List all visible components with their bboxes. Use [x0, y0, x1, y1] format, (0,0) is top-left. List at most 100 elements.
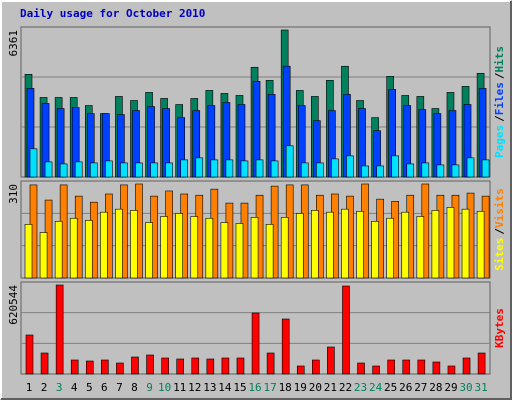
y-tick-label: 620544	[7, 285, 20, 325]
bar	[25, 334, 34, 375]
bar	[85, 360, 94, 375]
bar	[331, 158, 339, 178]
bar	[416, 216, 425, 279]
bar	[40, 352, 49, 375]
x-tick-label: 22	[339, 381, 352, 394]
bar	[281, 318, 290, 375]
x-tick-label: 4	[71, 381, 78, 394]
bar	[326, 211, 334, 279]
x-tick-label: 24	[369, 381, 383, 394]
x-tick-label: 20	[309, 381, 322, 394]
legend-entry: Pages	[493, 125, 506, 158]
bar	[220, 222, 229, 279]
bar	[447, 365, 456, 375]
bar	[115, 208, 123, 279]
bar	[44, 161, 53, 178]
bar	[150, 162, 158, 178]
x-tick-label: 6	[101, 381, 108, 394]
bar	[24, 224, 33, 279]
x-tick-label: 21	[324, 381, 337, 394]
bar	[235, 223, 244, 279]
legend-entry: Files	[493, 82, 506, 115]
bar	[236, 357, 245, 375]
bar	[346, 155, 354, 178]
x-tick-label: 28	[429, 381, 442, 394]
bar	[371, 220, 379, 279]
x-tick-label: 9	[146, 381, 153, 394]
bar	[477, 352, 486, 375]
bar	[451, 164, 460, 178]
bar	[145, 222, 153, 279]
x-tick-label: 27	[414, 381, 427, 394]
bar	[466, 157, 475, 178]
bar	[255, 159, 264, 178]
bar	[341, 208, 349, 279]
x-tick-label: 23	[354, 381, 367, 394]
legend-entry: Hits	[493, 46, 506, 73]
bar	[89, 162, 98, 178]
bar	[401, 211, 410, 279]
bar	[387, 359, 395, 375]
bar	[461, 208, 470, 279]
bar	[210, 159, 219, 178]
bar	[39, 232, 48, 279]
bar	[372, 365, 380, 375]
bar	[265, 224, 274, 279]
bar	[356, 210, 364, 279]
x-tick-label: 19	[294, 381, 307, 394]
bar	[190, 216, 199, 279]
bar	[295, 213, 304, 279]
bar	[285, 145, 294, 178]
x-tick-label: 13	[203, 381, 216, 394]
bar	[421, 162, 430, 178]
legend: Sites /Visits	[493, 188, 506, 271]
bar	[432, 361, 441, 375]
bar	[376, 165, 384, 178]
bar	[59, 163, 68, 178]
bar	[250, 217, 259, 279]
bar	[436, 164, 445, 178]
x-tick-label: 11	[173, 381, 186, 394]
bar	[175, 213, 183, 279]
bar	[70, 359, 79, 375]
bar	[311, 210, 319, 279]
bar	[312, 359, 320, 375]
legend-separator: /	[493, 115, 506, 122]
bar	[205, 217, 214, 279]
bar	[69, 217, 78, 279]
legend: Pages/Files/Hits	[493, 46, 506, 158]
x-tick-label: 2	[41, 381, 48, 394]
x-tick-label: 17	[263, 381, 276, 394]
x-tick-label: 18	[279, 381, 292, 394]
x-tick-label: 16	[248, 381, 261, 394]
x-tick-label: 1	[26, 381, 33, 394]
bar	[116, 362, 124, 375]
legend-separator: /	[493, 72, 506, 79]
bar	[135, 162, 143, 178]
y-tick-label: 6361	[7, 30, 20, 57]
bar	[391, 155, 399, 178]
bar	[280, 217, 289, 279]
bar	[300, 162, 309, 178]
bar	[55, 284, 64, 375]
bar	[165, 162, 173, 178]
bar	[386, 217, 394, 279]
bar	[105, 160, 113, 178]
legend-entry: Visits	[493, 188, 506, 228]
bar	[101, 359, 109, 375]
x-tick-label: 30	[459, 381, 472, 394]
bar	[180, 159, 188, 178]
legend: KBytes	[493, 308, 506, 348]
bar	[327, 346, 335, 375]
x-tick-label: 15	[233, 381, 246, 394]
bar	[131, 356, 139, 375]
bar	[446, 207, 455, 279]
x-tick-label: 5	[86, 381, 93, 394]
bar	[225, 159, 234, 178]
x-tick-label: 12	[188, 381, 201, 394]
bar	[160, 216, 168, 279]
bar	[402, 359, 411, 375]
